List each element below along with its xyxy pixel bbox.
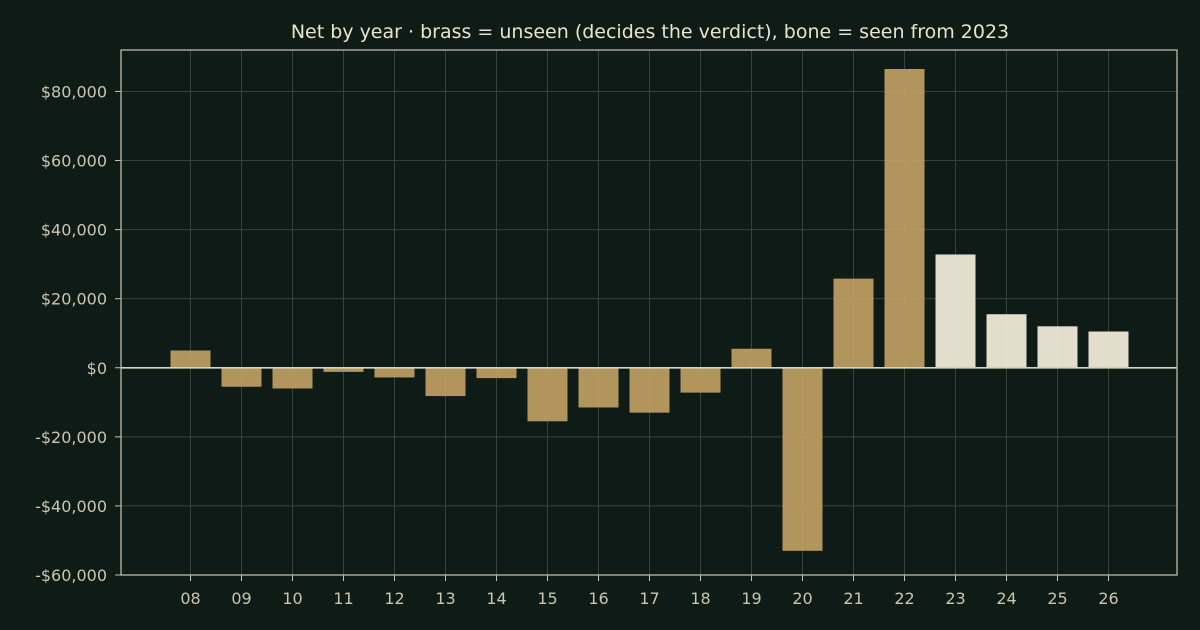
x-tick-label: 21: [843, 589, 863, 608]
x-tick-label: 14: [486, 589, 506, 608]
chart-title: Net by year · brass = unseen (decides th…: [291, 21, 1009, 43]
y-tick-label: $20,000: [41, 290, 107, 309]
x-tick-label: 26: [1098, 589, 1118, 608]
y-tick-label: -$20,000: [35, 428, 107, 447]
bar-23: [935, 254, 976, 368]
x-tick-label: 16: [588, 589, 608, 608]
x-tick-label: 12: [384, 589, 404, 608]
y-tick-label: $80,000: [41, 82, 107, 101]
x-tick-label: 11: [333, 589, 353, 608]
grid: [121, 50, 1177, 576]
x-tick-label: 17: [639, 589, 659, 608]
x-axis-ticks: 08 09 10 11 12 13 14 15 16 17 18 19 20 21 22 23 24 25 26: [180, 575, 1119, 608]
bar-13: [425, 367, 466, 397]
y-tick-label: -$60,000: [35, 566, 107, 585]
x-tick-label: 13: [435, 589, 455, 608]
x-tick-label: 19: [741, 589, 761, 608]
bar-22: [884, 68, 925, 368]
bar-15: [527, 367, 568, 422]
bar-19: [731, 348, 772, 368]
bar-21: [833, 278, 874, 368]
y-tick-label: $60,000: [41, 152, 107, 171]
bar-14: [476, 367, 517, 379]
y-tick-label: $40,000: [41, 221, 107, 240]
x-tick-label: 25: [1047, 589, 1067, 608]
plot-frame: [120, 49, 1178, 576]
bar-26: [1088, 331, 1129, 368]
y-tick-label: $0: [87, 359, 107, 378]
bar-18: [680, 367, 721, 393]
bar-24: [986, 314, 1027, 368]
bar-17: [629, 367, 670, 413]
bar-12: [374, 367, 415, 378]
x-tick-label: 23: [945, 589, 965, 608]
bar-09: [221, 367, 262, 387]
bar-11: [323, 367, 364, 372]
x-tick-label: 10: [282, 589, 302, 608]
x-tick-label: 08: [180, 589, 200, 608]
x-tick-label: 22: [894, 589, 914, 608]
bar-16: [578, 367, 619, 408]
bar-20: [782, 367, 823, 551]
bar-10: [272, 367, 313, 389]
bar-08: [170, 350, 211, 368]
x-tick-label: 20: [792, 589, 812, 608]
bars: [170, 68, 1129, 551]
x-tick-label: 18: [690, 589, 710, 608]
bar-25: [1037, 326, 1078, 368]
x-tick-label: 09: [231, 589, 251, 608]
x-tick-label: 15: [537, 589, 557, 608]
y-axis-ticks: -$60,000 -$40,000 -$20,000 $0 $20,000 $40,000…: [35, 82, 121, 585]
y-tick-label: -$40,000: [35, 497, 107, 516]
x-tick-label: 24: [996, 589, 1016, 608]
